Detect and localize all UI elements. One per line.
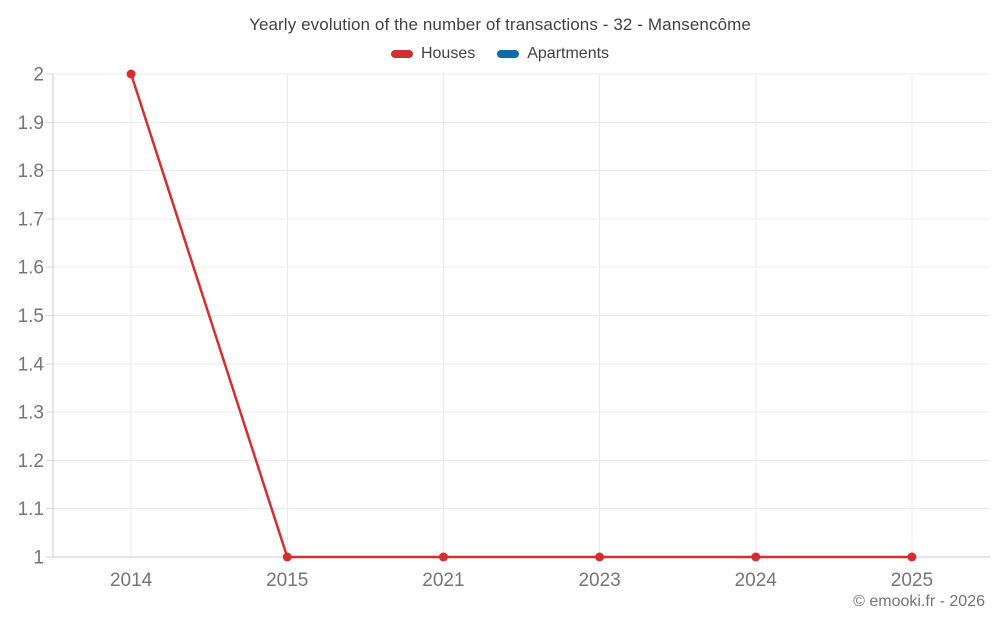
apartments-legend-label: Apartments [527,45,610,62]
data-point[interactable] [907,552,917,562]
y-tick-label: 2 [33,65,44,86]
y-tick-label: 1.4 [18,354,45,375]
y-tick-label: 1.9 [18,113,44,134]
data-point[interactable] [595,552,605,562]
y-tick-label: 1.5 [18,306,44,327]
y-tick-label: 1.7 [18,209,44,230]
y-tick-label: 1.8 [18,161,44,182]
x-tick-label: 2024 [735,570,778,591]
y-tick-label: 1.2 [18,451,44,472]
chart-legend: Houses Apartments [0,44,1000,64]
y-tick-label: 1.1 [18,499,44,520]
data-point[interactable] [282,552,292,562]
legend-item-houses[interactable]: Houses [390,45,476,63]
data-point[interactable] [438,552,448,562]
data-point[interactable] [751,552,761,562]
legend-item-apartments[interactable]: Apartments [497,45,609,63]
copyright-footer: © emooki.fr - 2026 [853,593,985,610]
y-tick-label: 1.6 [18,258,44,279]
x-tick-label: 2015 [266,570,308,591]
houses-line [129,72,914,559]
houses-legend-swatch [390,50,413,58]
y-tick-label: 1 [33,548,44,569]
x-tick-label: 2021 [422,570,464,591]
houses-legend-label: Houses [420,45,476,62]
y-tick-label: 1.3 [18,403,44,424]
x-tick-label: 2025 [891,570,933,591]
apartments-legend-swatch [497,50,520,58]
data-point[interactable] [126,69,136,79]
x-tick-label: 2023 [578,570,620,591]
x-tick-label: 2014 [110,570,153,591]
chart-title: Yearly evolution of the number of transa… [249,15,751,34]
